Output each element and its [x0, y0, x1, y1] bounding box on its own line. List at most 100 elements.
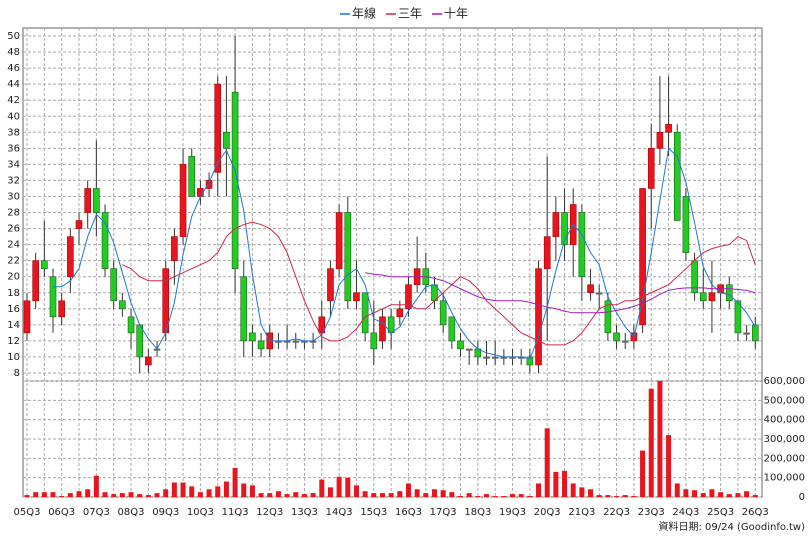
candle-body — [552, 212, 560, 237]
volume-bar — [319, 479, 325, 497]
volume-bar — [293, 492, 299, 497]
y-tick-label: 12 — [7, 336, 20, 347]
candle-body — [136, 324, 144, 358]
volume-bar — [232, 468, 238, 497]
y-tick-label: 24 — [7, 240, 20, 251]
candle-body — [725, 284, 733, 302]
volume-bar — [310, 493, 316, 497]
candle-body — [93, 188, 100, 213]
y-tick-label: 30 — [7, 191, 20, 202]
candle-body — [353, 292, 360, 302]
volume-bar — [33, 492, 39, 497]
x-tick-label: 23Q3 — [638, 507, 665, 518]
volume-bar — [614, 496, 620, 497]
volume-bar — [449, 492, 455, 497]
candle-body — [578, 212, 586, 278]
x-tick-label: 21Q3 — [568, 507, 595, 518]
x-tick-label: 11Q3 — [222, 507, 249, 518]
volume-bar — [128, 492, 134, 497]
candle-body — [639, 188, 646, 326]
y-tick-label: 42 — [7, 95, 20, 106]
volume-bar — [458, 496, 463, 497]
volume-bar — [588, 489, 594, 497]
candle-body — [249, 332, 256, 342]
x-tick-label: 13Q3 — [291, 507, 318, 518]
volume-bar — [405, 483, 411, 497]
volume-bar — [674, 483, 680, 497]
volume-bar — [414, 489, 420, 497]
candle-body — [240, 276, 248, 342]
y-tick-label: 10 — [7, 352, 20, 363]
volume-bar — [631, 496, 637, 497]
y2-tick-label: 500,000 — [764, 395, 805, 406]
candle-body — [604, 300, 612, 334]
volume-bar — [657, 381, 663, 497]
candle-body — [587, 284, 594, 294]
candle-body — [257, 340, 265, 350]
candle-body — [621, 340, 629, 343]
candle-body — [465, 348, 473, 351]
candle-body — [49, 276, 57, 318]
volume-bar — [605, 495, 611, 497]
volume-bar — [501, 496, 507, 497]
candle-body — [457, 340, 464, 350]
candle-body — [58, 300, 65, 318]
y2-tick-label: 400,000 — [764, 415, 805, 426]
candle-body — [613, 332, 620, 342]
volume-bar — [718, 492, 724, 497]
x-tick-label: 24Q3 — [672, 507, 699, 518]
volume-bar — [50, 492, 56, 497]
candle-body — [84, 188, 91, 213]
candle-body — [171, 236, 178, 261]
candle-body — [318, 316, 326, 334]
candle-body — [595, 292, 603, 295]
volume-bar — [527, 496, 533, 497]
volume-bar — [336, 476, 342, 497]
volume-bar — [345, 477, 351, 497]
volume-bar — [76, 491, 82, 497]
x-tick-label: 20Q3 — [534, 507, 561, 518]
volume-bar — [492, 496, 498, 497]
volume-bar — [301, 494, 307, 497]
candle-body — [656, 131, 664, 149]
volume-bar — [215, 486, 221, 497]
volume-bar — [85, 489, 91, 497]
candle-body — [405, 284, 412, 310]
volume-bar — [683, 489, 689, 497]
y-tick-label: 26 — [7, 224, 20, 235]
x-tick-label: 05Q3 — [14, 507, 41, 518]
candle-body — [127, 316, 135, 334]
y-tick-label: 18 — [7, 288, 20, 299]
volume-bar — [388, 493, 394, 497]
candle-body — [335, 212, 343, 269]
volume-bar — [275, 491, 281, 497]
volume-bar — [327, 487, 333, 497]
candle-body — [179, 164, 187, 237]
volume-bar — [206, 489, 212, 497]
volume-bar — [466, 493, 472, 497]
candle-body — [292, 340, 300, 343]
volume-bar — [726, 494, 732, 497]
x-tick-label: 06Q3 — [48, 507, 75, 518]
volume-bar — [249, 485, 255, 497]
y2-tick-label: 200,000 — [764, 453, 805, 464]
candle-body — [448, 316, 456, 342]
volume-bar — [752, 495, 758, 497]
y-tick-label: 14 — [7, 320, 20, 331]
volume-bar — [692, 490, 698, 497]
candle-body — [535, 268, 542, 366]
volume-bar — [570, 483, 576, 497]
volume-bar — [241, 483, 247, 497]
y-tick-label: 40 — [7, 111, 20, 122]
legend-label: 十年 — [444, 7, 468, 21]
x-tick-label: 10Q3 — [187, 507, 214, 518]
volume-bar — [154, 493, 160, 497]
volume-bar — [648, 388, 654, 497]
x-tick-label: 07Q3 — [83, 507, 110, 518]
y2-tick-label: 600,000 — [764, 376, 805, 387]
x-tick-label: 18Q3 — [464, 507, 491, 518]
volume-bar — [423, 493, 429, 497]
candle-body — [699, 292, 707, 302]
y-tick-label: 8 — [14, 368, 20, 379]
candle-body — [41, 260, 48, 269]
